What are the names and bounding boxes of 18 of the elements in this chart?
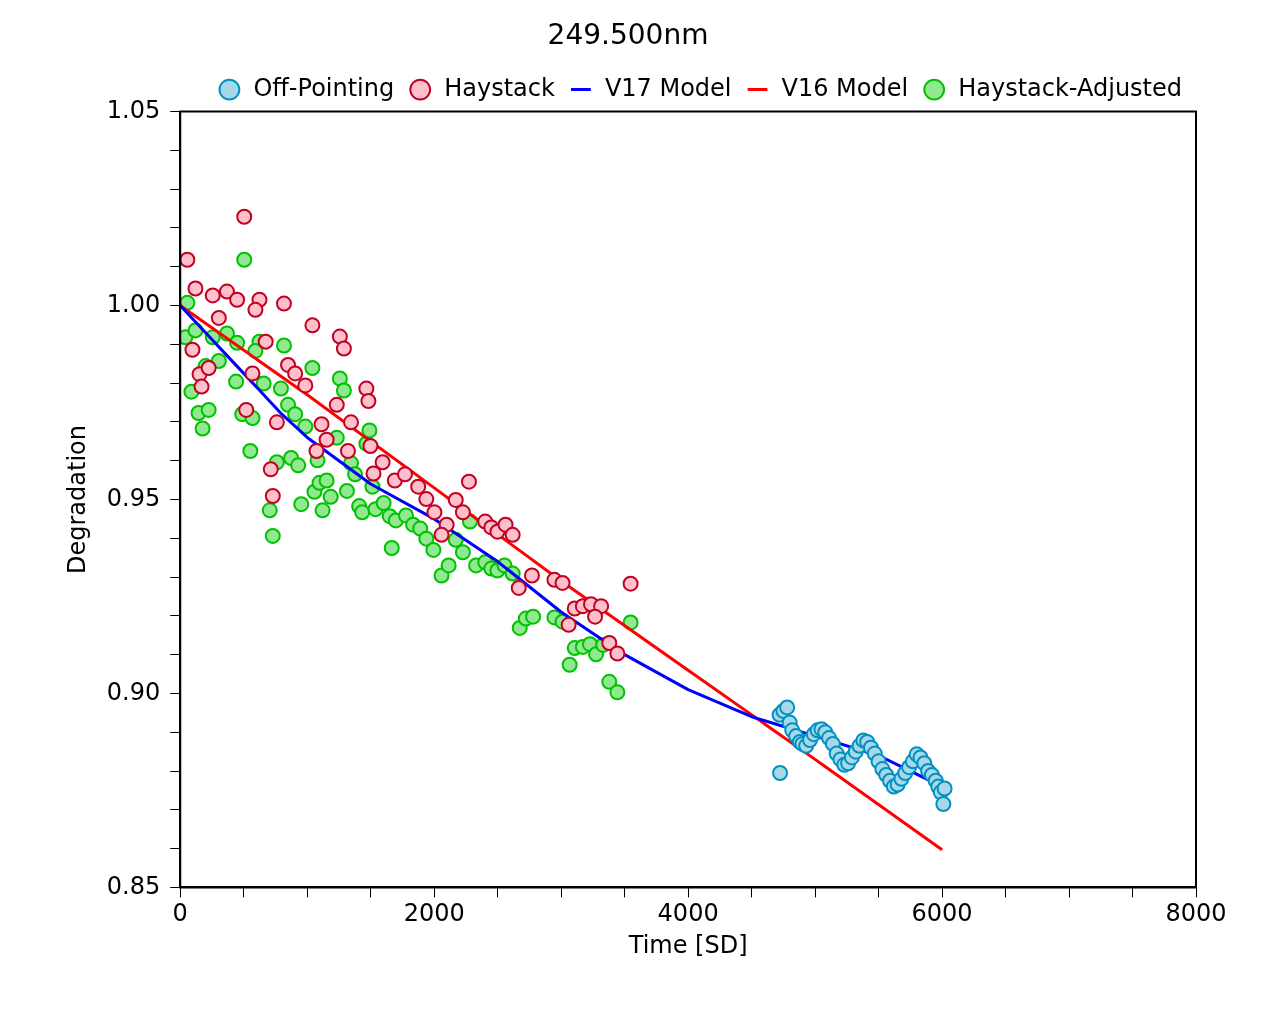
x-tick-label: 0 <box>172 899 188 928</box>
legend-label: Haystack-Adjusted <box>958 73 1182 102</box>
x-tick-label: 2000 <box>403 899 465 928</box>
legend-label: Off-Pointing <box>253 73 395 102</box>
x-axis-title: Time [SD] <box>627 930 748 959</box>
x-tick-label: 6000 <box>911 899 973 928</box>
y-tick-label: 0.85 <box>106 871 161 900</box>
y-tick-label: 1.00 <box>106 289 161 318</box>
legend-label: Haystack <box>444 73 555 102</box>
chart-title: 249.500nm <box>547 18 709 52</box>
legend-label: V16 Model <box>781 73 909 102</box>
y-tick-label: 1.05 <box>106 95 161 124</box>
y-tick-label: 0.90 <box>106 677 161 706</box>
y-tick-label: 0.95 <box>106 483 161 512</box>
x-tick-label: 8000 <box>1165 899 1227 928</box>
y-axis-title: Degradation <box>62 425 91 574</box>
x-tick-label: 4000 <box>657 899 719 928</box>
legend-label: V17 Model <box>604 73 732 102</box>
